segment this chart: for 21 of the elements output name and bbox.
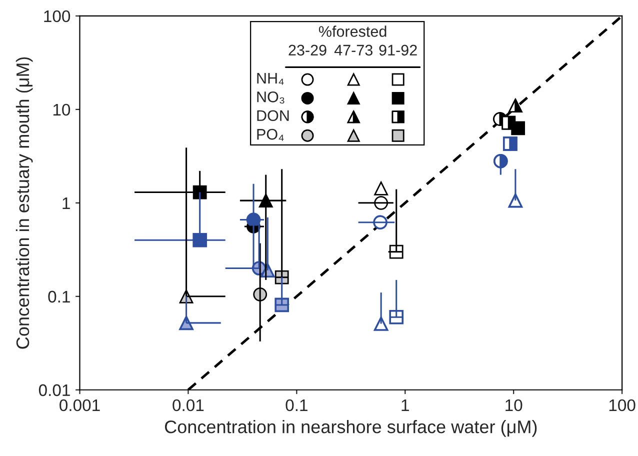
legend-title: %forested [318, 26, 386, 37]
legend-label: NH₄ [257, 72, 284, 85]
x-axis-title: Concentration in nearshore surface water (μM) [164, 420, 537, 437]
y-tick-label: 100 [44, 10, 70, 22]
legend-label: DON [257, 110, 289, 122]
legend-label: PO₄ [257, 128, 284, 141]
x-tick-label: 100 [609, 399, 636, 412]
x-tick-label: 10 [506, 399, 522, 412]
x-tick-label: 0.1 [286, 399, 308, 412]
x-tick-label: 1 [402, 400, 409, 411]
x-tick-label: 0.01 [172, 399, 204, 412]
x-tick-label: 0.001 [60, 399, 100, 412]
y-tick-label: 1 [62, 197, 70, 209]
y-tick-label: 10 [53, 104, 70, 116]
y-tick-label: 0.01 [38, 384, 70, 396]
y-tick-label: 0.1 [48, 290, 70, 303]
annotation: 47-73 [334, 44, 372, 56]
annotation: 91-92 [379, 44, 417, 56]
legend-label: NO₃ [257, 92, 284, 104]
y-axis-title: Concentration in estuary mouth (μM) [16, 57, 33, 349]
annotation: 23-29 [288, 44, 326, 56]
